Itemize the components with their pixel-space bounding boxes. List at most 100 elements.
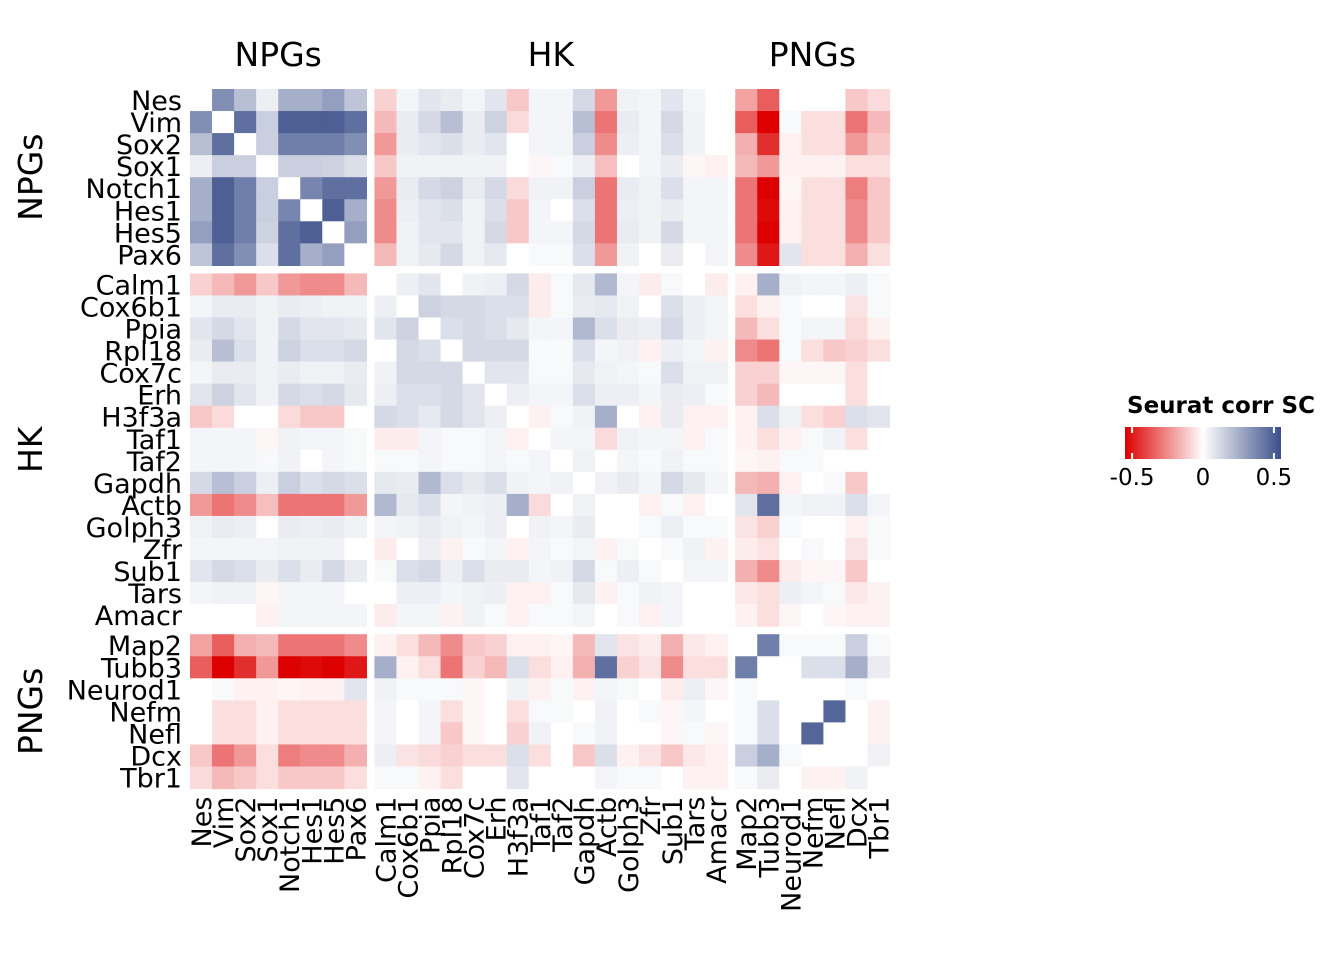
- heatmap-cell: [528, 449, 552, 473]
- heatmap-cell: [594, 155, 618, 178]
- heatmap-cell: [322, 155, 345, 178]
- heatmap-cell: [639, 339, 662, 363]
- heatmap-cell: [594, 427, 618, 451]
- heatmap-cell: [234, 361, 257, 385]
- heatmap-cell: [801, 177, 824, 200]
- heatmap-cell: [322, 678, 345, 701]
- heatmap-cell: [528, 383, 552, 407]
- heatmap-cell: [705, 273, 728, 297]
- heatmap-cell: [639, 199, 662, 222]
- heatmap-cell: [683, 199, 706, 222]
- heatmap-cell: [757, 678, 780, 701]
- heatmap-cell: [278, 317, 301, 341]
- heatmap-cell: [823, 678, 847, 701]
- column-tick-label: Cox6b1: [393, 797, 424, 899]
- heatmap-cell: [190, 89, 213, 112]
- heatmap-cell: [190, 111, 213, 134]
- heatmap-cell: [867, 361, 891, 385]
- heatmap-cell: [867, 273, 891, 297]
- row-tick-label: Rpl18: [104, 337, 182, 368]
- heatmap-cell: [528, 766, 552, 790]
- heatmap-cell: [190, 538, 213, 561]
- heatmap-cell: [418, 722, 442, 746]
- heatmap-cell: [528, 221, 552, 244]
- heatmap-cell: [616, 273, 640, 297]
- heatmap-cell: [572, 560, 596, 583]
- heatmap-cell: [278, 449, 301, 473]
- heatmap-cell: [801, 339, 824, 363]
- heatmap-cell: [867, 243, 891, 266]
- heatmap-cell: [616, 700, 640, 723]
- heatmap-cell: [528, 111, 552, 134]
- heatmap-cell: [278, 766, 301, 790]
- heatmap-cell: [374, 656, 398, 679]
- heatmap-cell: [506, 383, 530, 407]
- heatmap-cell: [823, 89, 847, 112]
- heatmap-cell: [300, 221, 323, 244]
- heatmap-cell: [462, 744, 486, 768]
- heatmap-cell: [396, 678, 420, 701]
- heatmap-cell: [278, 383, 301, 407]
- heatmap-cell: [757, 700, 780, 723]
- heatmap-cell: [550, 339, 574, 363]
- heatmap-cell: [322, 766, 345, 790]
- heatmap-cell: [278, 273, 301, 297]
- heatmap-cell: [374, 405, 398, 429]
- heatmap-cell: [484, 405, 508, 429]
- heatmap-cell: [661, 199, 684, 222]
- heatmap-cell: [779, 295, 802, 319]
- heatmap-cell: [344, 722, 367, 746]
- heatmap-cell: [572, 722, 596, 746]
- heatmap-cell: [550, 604, 574, 627]
- heatmap-cell: [344, 405, 367, 429]
- heatmap-cell: [757, 155, 780, 178]
- heatmap-cell: [779, 199, 802, 222]
- heatmap-cell: [550, 361, 574, 385]
- heatmap-cell: [801, 700, 824, 723]
- heatmap-cell: [867, 471, 891, 495]
- heatmap-cell: [845, 361, 869, 385]
- legend-ticks: -0.5 0 0.5: [1110, 427, 1292, 491]
- heatmap-cell: [528, 471, 552, 495]
- heatmap-cell: [683, 383, 706, 407]
- heatmap-cell: [440, 383, 464, 407]
- heatmap-cell: [396, 582, 420, 605]
- heatmap-cell: [322, 221, 345, 244]
- heatmap-cell: [462, 427, 486, 451]
- heatmap-cell: [440, 538, 464, 561]
- heatmap-cell: [418, 273, 442, 297]
- heatmap-cell: [528, 560, 552, 583]
- heatmap-cell: [440, 317, 464, 341]
- heatmap-cell: [440, 493, 464, 517]
- heatmap-cell: [683, 133, 706, 156]
- heatmap-cell: [550, 199, 574, 222]
- heatmap-cell: [616, 383, 640, 407]
- heatmap-cell: [440, 361, 464, 385]
- heatmap-cell: [528, 493, 552, 517]
- heatmap-cell: [594, 199, 618, 222]
- heatmap-cell: [735, 656, 758, 679]
- heatmap-cell: [572, 538, 596, 561]
- heatmap-cell: [418, 295, 442, 319]
- heatmap-cell: [506, 405, 530, 429]
- heatmap-cell: [661, 177, 684, 200]
- heatmap-cell: [572, 361, 596, 385]
- heatmap-cell: [528, 744, 552, 768]
- heatmap-cell: [462, 221, 486, 244]
- heatmap-cell: [572, 177, 596, 200]
- heatmap-cell: [823, 339, 847, 363]
- heatmap-cell: [418, 383, 442, 407]
- heatmap-cell: [322, 515, 345, 539]
- heatmap-cell: [661, 766, 684, 790]
- heatmap-cell: [344, 449, 367, 473]
- row-tick-label: Nes: [131, 86, 182, 117]
- heatmap-cell: [462, 604, 486, 627]
- row-tick-label: Vim: [130, 108, 182, 139]
- heatmap-cell: [484, 582, 508, 605]
- heatmap-cell: [212, 273, 235, 297]
- heatmap-cell: [322, 177, 345, 200]
- heatmap-cell: [190, 582, 213, 605]
- heatmap-cell: [440, 427, 464, 451]
- heatmap-cell: [484, 89, 508, 112]
- heatmap-cell: [418, 361, 442, 385]
